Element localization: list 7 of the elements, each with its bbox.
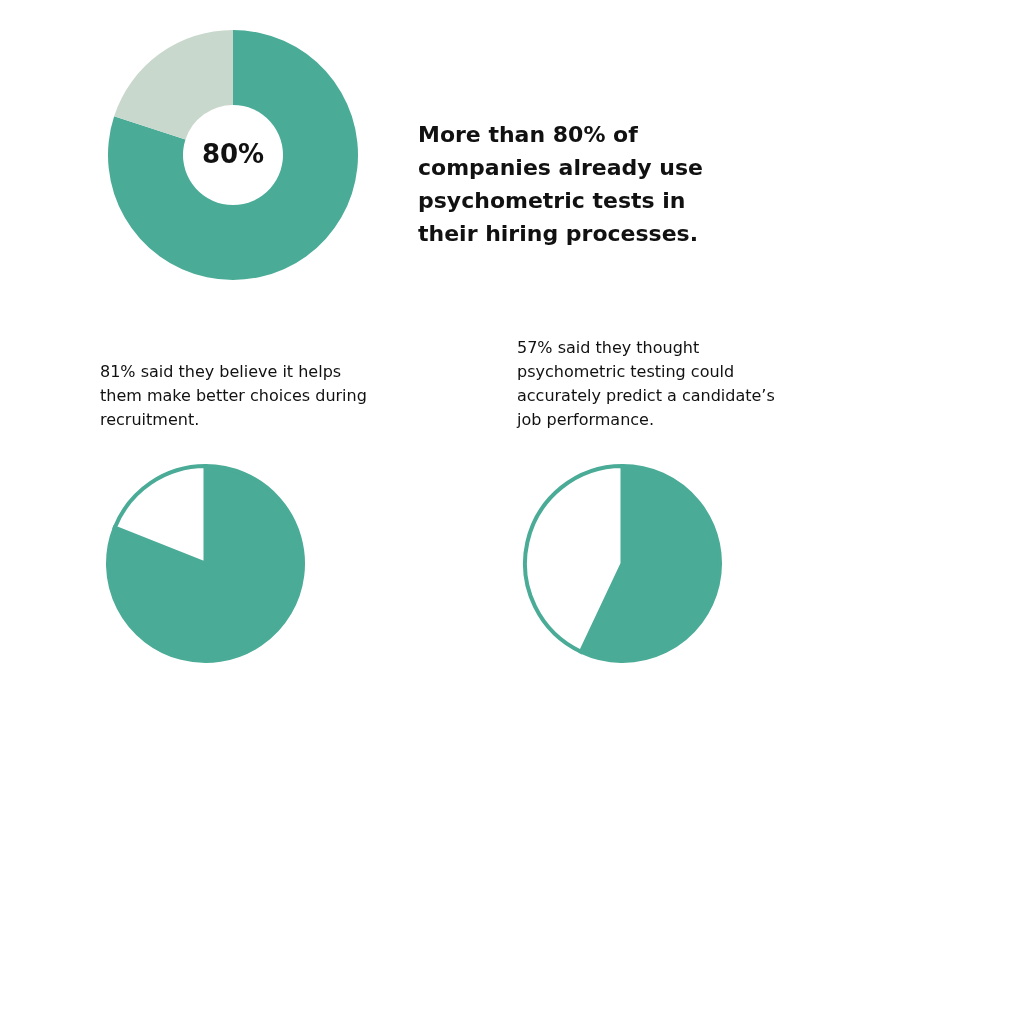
donut-slice — [114, 30, 233, 140]
chart-title: 57% said they thought psychometric testing could accurately predict a candidate’s job performance. — [516, 338, 775, 429]
data-label: 80% — [201, 139, 265, 169]
donut-slice — [108, 30, 358, 280]
chart-title: 81% said they believe it helps them make better choices during recruitment. — [100, 362, 367, 429]
text: More than 80% of companies already use psychometric tests in their hiring processes. — [418, 122, 703, 246]
pie-slice — [106, 464, 305, 663]
